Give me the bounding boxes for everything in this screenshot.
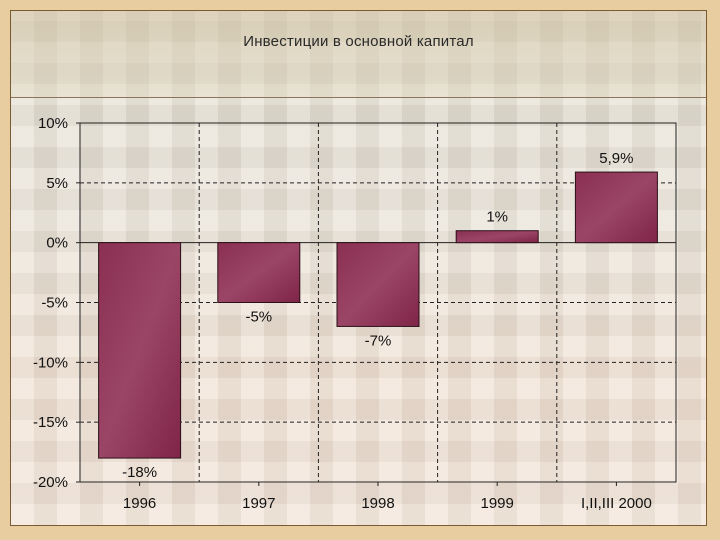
x-tick-label: 1998	[361, 495, 394, 512]
y-tick-label: 0%	[46, 235, 68, 252]
data-label: -5%	[245, 309, 272, 326]
data-label: 5,9%	[599, 150, 633, 167]
y-tick-label: -15%	[33, 414, 68, 431]
bar-1997	[217, 242, 301, 304]
bar-i-ii-iii-2000	[574, 171, 658, 244]
chart-title: Инвестиции в основной капитал	[243, 33, 474, 50]
data-label: -18%	[122, 464, 157, 481]
data-label: 1%	[486, 209, 508, 226]
x-tick-label: 1999	[481, 495, 514, 512]
y-tick-label: 10%	[38, 115, 68, 132]
y-tick-label: -20%	[33, 474, 68, 491]
y-tick-label: -10%	[33, 354, 68, 371]
data-label: -7%	[365, 332, 392, 349]
bar-1996	[98, 242, 182, 459]
x-tick-label: I,II,III 2000	[581, 495, 652, 512]
x-tick-label: 1997	[242, 495, 275, 512]
title-band: Инвестиции в основной капитал	[11, 11, 706, 98]
bar-1999	[455, 230, 539, 244]
y-tick-label: -5%	[41, 295, 68, 312]
bar-1998	[336, 242, 420, 327]
y-tick-label: 5%	[46, 175, 68, 192]
x-tick-label: 1996	[123, 495, 156, 512]
